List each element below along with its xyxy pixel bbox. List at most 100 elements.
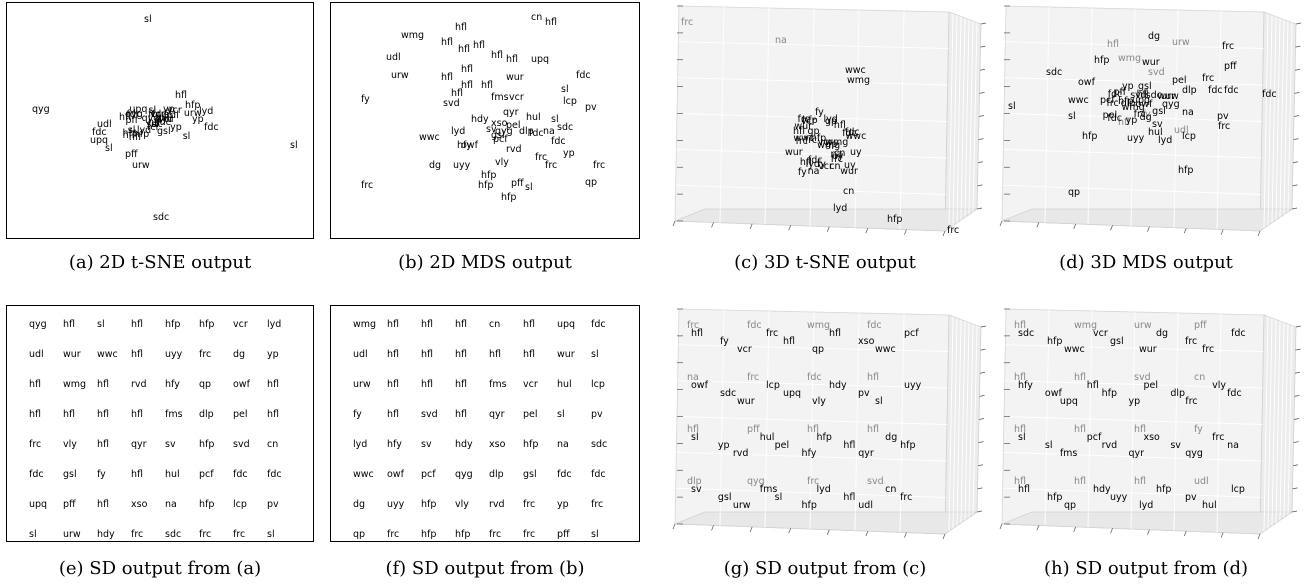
panel-c-tsne-3d: frc na wwc wmg fy vcr gp hfl fdc wur uy cn lyd hfp frc…	[665, 2, 987, 239]
sd-3d-g-front-label: fy	[720, 336, 729, 347]
mds3d-cluster-label: frc	[1106, 97, 1119, 109]
axes-3d-scaffold	[672, 308, 987, 540]
tsne2d-cluster-label: upq	[129, 103, 148, 115]
tsne3d-cluster-label: frc	[795, 135, 808, 147]
sd-3d-h-front-label: qyr	[1128, 448, 1145, 459]
sd-grid-f-cell: vcr	[523, 379, 538, 390]
mds3d-point-label: sl	[1068, 111, 1076, 122]
sd-3d-h-front-label: sl	[1018, 432, 1026, 443]
sd-3d-h-back-label: udl	[1194, 476, 1209, 487]
mds2d-point-label: hfl	[481, 80, 494, 91]
sd-grid-e-cell: frc	[131, 529, 144, 540]
tsne2d-cluster-label: yp	[170, 121, 182, 133]
sd-3d-g-back-label: wmg	[807, 320, 831, 331]
sd-grid-e-cell: hfl	[131, 469, 144, 480]
tsne3d-point-label: fy	[815, 107, 824, 118]
sd-grid-e-cell: hfl	[63, 319, 76, 330]
sd-3d-g-back-label: hfl	[867, 372, 880, 383]
sd-grid-f-cell: hfl	[387, 379, 400, 390]
sd-3d-h-front-label: xso	[1143, 432, 1160, 443]
tsne3d-point-label: gp	[825, 116, 838, 127]
mds3d-point-label: hfp	[1082, 131, 1098, 142]
mds3d-cluster-label: sdc	[1145, 89, 1162, 101]
sd-3d-h-front-label: uyy	[1110, 492, 1128, 503]
sd-grid-e-cell: uyy	[165, 349, 183, 360]
mds3d-cluster-label: urw	[1161, 91, 1179, 103]
sd-3d-g-front-label: fms	[759, 484, 778, 495]
sd-3d-h-front-label: hul	[1202, 500, 1217, 511]
sd-grid-f-cell: sl	[591, 349, 599, 360]
sd-3d-g-back-label: hfl	[807, 424, 820, 435]
mds3d-point-label: sl	[1008, 101, 1016, 112]
sd-3d-h-back-label: fy	[1194, 424, 1203, 435]
sd-grid-e-cell: qp	[199, 379, 212, 390]
sd-grid-e-cell: hfl	[97, 409, 110, 420]
sd-grid-e-cell: hfl	[29, 379, 42, 390]
sd-grid-e-cell: lyd	[267, 319, 282, 330]
mds3d-point-label: yp	[1122, 81, 1134, 92]
tsne3d-cluster-label: hfl	[799, 156, 812, 168]
tsne2d-point-label: upq	[90, 135, 109, 146]
mds2d-point-label: uyy	[453, 160, 471, 171]
sd-3d-h-front-label: wwc	[1064, 344, 1085, 355]
tsne3d-cluster-label: gp	[807, 126, 820, 138]
mds2d-point-label: cn	[531, 12, 543, 23]
mds2d-point-label: qp	[585, 177, 598, 188]
sd-grid-e-cell: urw	[63, 529, 81, 540]
sd-grid-e-cell: sl	[97, 319, 105, 330]
mds3d-cluster-label: yp	[1125, 114, 1138, 126]
sd-3d-h-front-label: rvd	[1101, 440, 1118, 451]
caption-e: (e) SD output from (a)	[58, 558, 262, 579]
panel-g-sd-3d: frc fdc wmg fdc na frc fdc hfl hfl pff hfl hfl dlp qy…	[665, 305, 987, 542]
sd-3d-g-back-label: qyg	[747, 476, 765, 487]
axes-3d-scaffold	[672, 5, 987, 237]
sd-3d-h-front-label: hfp	[1047, 492, 1063, 503]
mds2d-point-label: dlp	[519, 126, 534, 137]
mds2d-point-label: urw	[391, 70, 409, 81]
sd-grid-f-cell: pff	[557, 529, 570, 540]
tsne3d-cluster-label: vcr	[817, 137, 833, 149]
sd-3d-g-front-label: qyr	[858, 448, 874, 459]
mds2d-point-label: frc	[545, 160, 558, 171]
mds2d-point-label: hfl	[455, 22, 468, 33]
sd-grid-e-cell: fdc	[267, 469, 282, 480]
sd-3d-h-back-label: pff	[1194, 320, 1207, 331]
tsne2d-point-label: sl	[105, 143, 113, 154]
sd-grid-e-cell: hfl	[97, 439, 110, 450]
mds2d-point-label: fms	[491, 92, 509, 103]
mds2d-point-label: upq	[531, 54, 550, 65]
mds3d-point-label: dg	[1148, 31, 1161, 42]
sd-3d-g-front-label: yp	[717, 440, 730, 451]
sd-grid-e-cell: frc	[233, 529, 246, 540]
sd-grid-f-cell: hfl	[523, 319, 536, 330]
sd-grid-f-cell: gsl	[523, 469, 537, 480]
tsne3d-cluster-label: hfl	[833, 120, 846, 132]
mds2d-point-label: pff	[511, 178, 524, 189]
caption-c: (c) 3D t-SNE output	[734, 252, 916, 273]
sd-grid-e-cell: hfl	[63, 409, 76, 420]
tsne3d-cluster-label: fy	[797, 167, 807, 179]
tsne2d-cluster-label: qyg	[125, 109, 143, 121]
mds3d-point-label: dlp	[1182, 85, 1197, 96]
sd-grid-e-cell: hfl	[131, 319, 144, 330]
mds2d-point-label: dg	[429, 160, 442, 171]
sd-grid-e-cell: gsl	[63, 469, 77, 480]
sd-3d-h-front-label: sv	[1170, 440, 1181, 451]
sd-3d-g-front-label: sv	[691, 484, 702, 495]
sd-grid-e-cell: hfp	[199, 439, 215, 450]
mds2d-point-label: lyd	[451, 126, 466, 137]
sd-3d-h-front-label: frc	[1185, 336, 1198, 347]
tsne3d-cluster-label: cn	[834, 148, 846, 160]
mds3d-point-label: fy	[1142, 109, 1151, 120]
tsne3d-point-label: hfp	[887, 214, 903, 225]
sd-grid-e-cell: hfl	[97, 499, 110, 510]
mds2d-point-label: fdc	[529, 128, 544, 139]
mds2d-point-label: hfp	[478, 180, 494, 191]
tsne2d-cluster-label: yp	[163, 104, 175, 116]
mds2d-point-label: hfl	[545, 17, 558, 28]
mds3d-cluster-label: pel	[1102, 109, 1118, 121]
sd-grid-f-cell: dlp	[489, 469, 504, 480]
sd-grid-f-cell: lyd	[353, 439, 368, 450]
sd-grid-f-cell: wur	[557, 349, 575, 360]
mds3d-cluster-label: hfl	[1136, 88, 1149, 100]
